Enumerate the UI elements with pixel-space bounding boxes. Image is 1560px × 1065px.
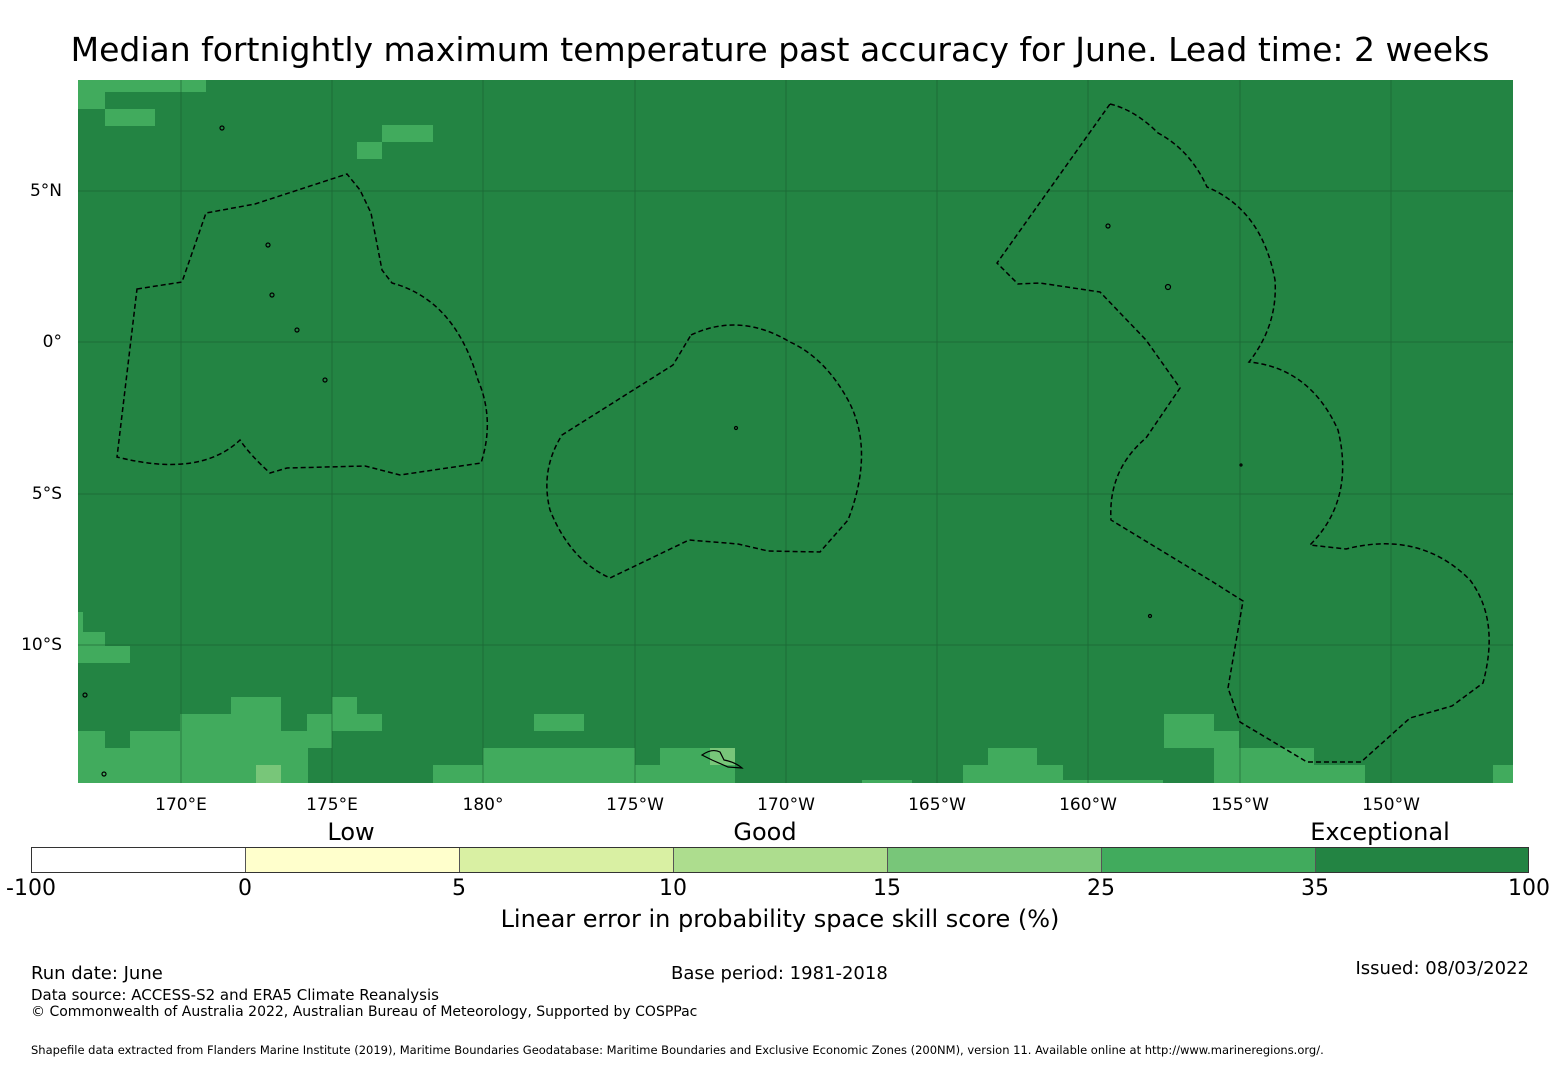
colorbar-tick: 5 [452, 876, 466, 901]
x-tick-label: 155°W [1211, 795, 1269, 815]
gridlines [78, 80, 1513, 783]
y-tick-label: 10°S [21, 635, 62, 655]
x-tick-label: 150°W [1362, 795, 1420, 815]
colorbar-segment [1102, 848, 1316, 872]
colorbar-segment [674, 848, 888, 872]
colorbar-tick: 25 [1087, 876, 1115, 901]
legend-category-good: Good [733, 818, 797, 846]
colorbar-tick: 100 [1508, 876, 1550, 901]
x-tick-label: 175°E [306, 795, 358, 815]
x-tick-label: 180° [462, 795, 504, 815]
colorbar-tick: -100 [6, 876, 56, 901]
eez-boundaries [116, 103, 1490, 763]
data-source: Data source: ACCESS-S2 and ERA5 Climate … [31, 986, 439, 1004]
x-tick-label: 175°W [606, 795, 664, 815]
colorbar-segment [460, 848, 674, 872]
issued-date: Issued: 08/03/2022 [1355, 958, 1529, 979]
colorbar-segment [1316, 848, 1528, 872]
colorbar-tick: 35 [1301, 876, 1329, 901]
x-tick-label: 170°W [757, 795, 815, 815]
colorbar-tick: 0 [238, 876, 252, 901]
map-background [78, 80, 1513, 783]
colorbar-tick: 10 [659, 876, 687, 901]
colorbar-label: Linear error in probability space skill … [500, 905, 1060, 933]
run-date: Run date: June [31, 963, 163, 984]
x-tick-label: 165°W [908, 795, 966, 815]
tokelau-eez [546, 324, 863, 579]
y-tick-label: 5°N [29, 181, 62, 201]
legend-category-exceptional: Exceptional [1310, 818, 1450, 846]
y-tick-label: 5°S [31, 484, 62, 504]
samoa-island [700, 749, 744, 769]
colorbar-segment [246, 848, 460, 872]
shapefile-credit: Shapefile data extracted from Flanders M… [31, 1043, 1324, 1057]
legend-category-low: Low [327, 818, 375, 846]
islands [82, 125, 1243, 777]
chart-title: Median fortnightly maximum temperature p… [70, 30, 1490, 69]
x-tick-label: 170°E [155, 795, 207, 815]
base-period: Base period: 1981-2018 [671, 963, 888, 984]
skill-map [78, 80, 1513, 783]
colorbar [31, 847, 1529, 873]
y-tick-label: 0° [42, 332, 62, 352]
copyright: © Commonwealth of Australia 2022, Austra… [31, 1004, 698, 1020]
colorbar-segment [888, 848, 1102, 872]
x-tick-label: 160°W [1059, 795, 1117, 815]
colorbar-tick: 15 [873, 876, 901, 901]
kiribati-gilbert-eez [116, 173, 488, 476]
kiribati-line-eez [996, 103, 1490, 763]
colorbar-segment [32, 848, 246, 872]
